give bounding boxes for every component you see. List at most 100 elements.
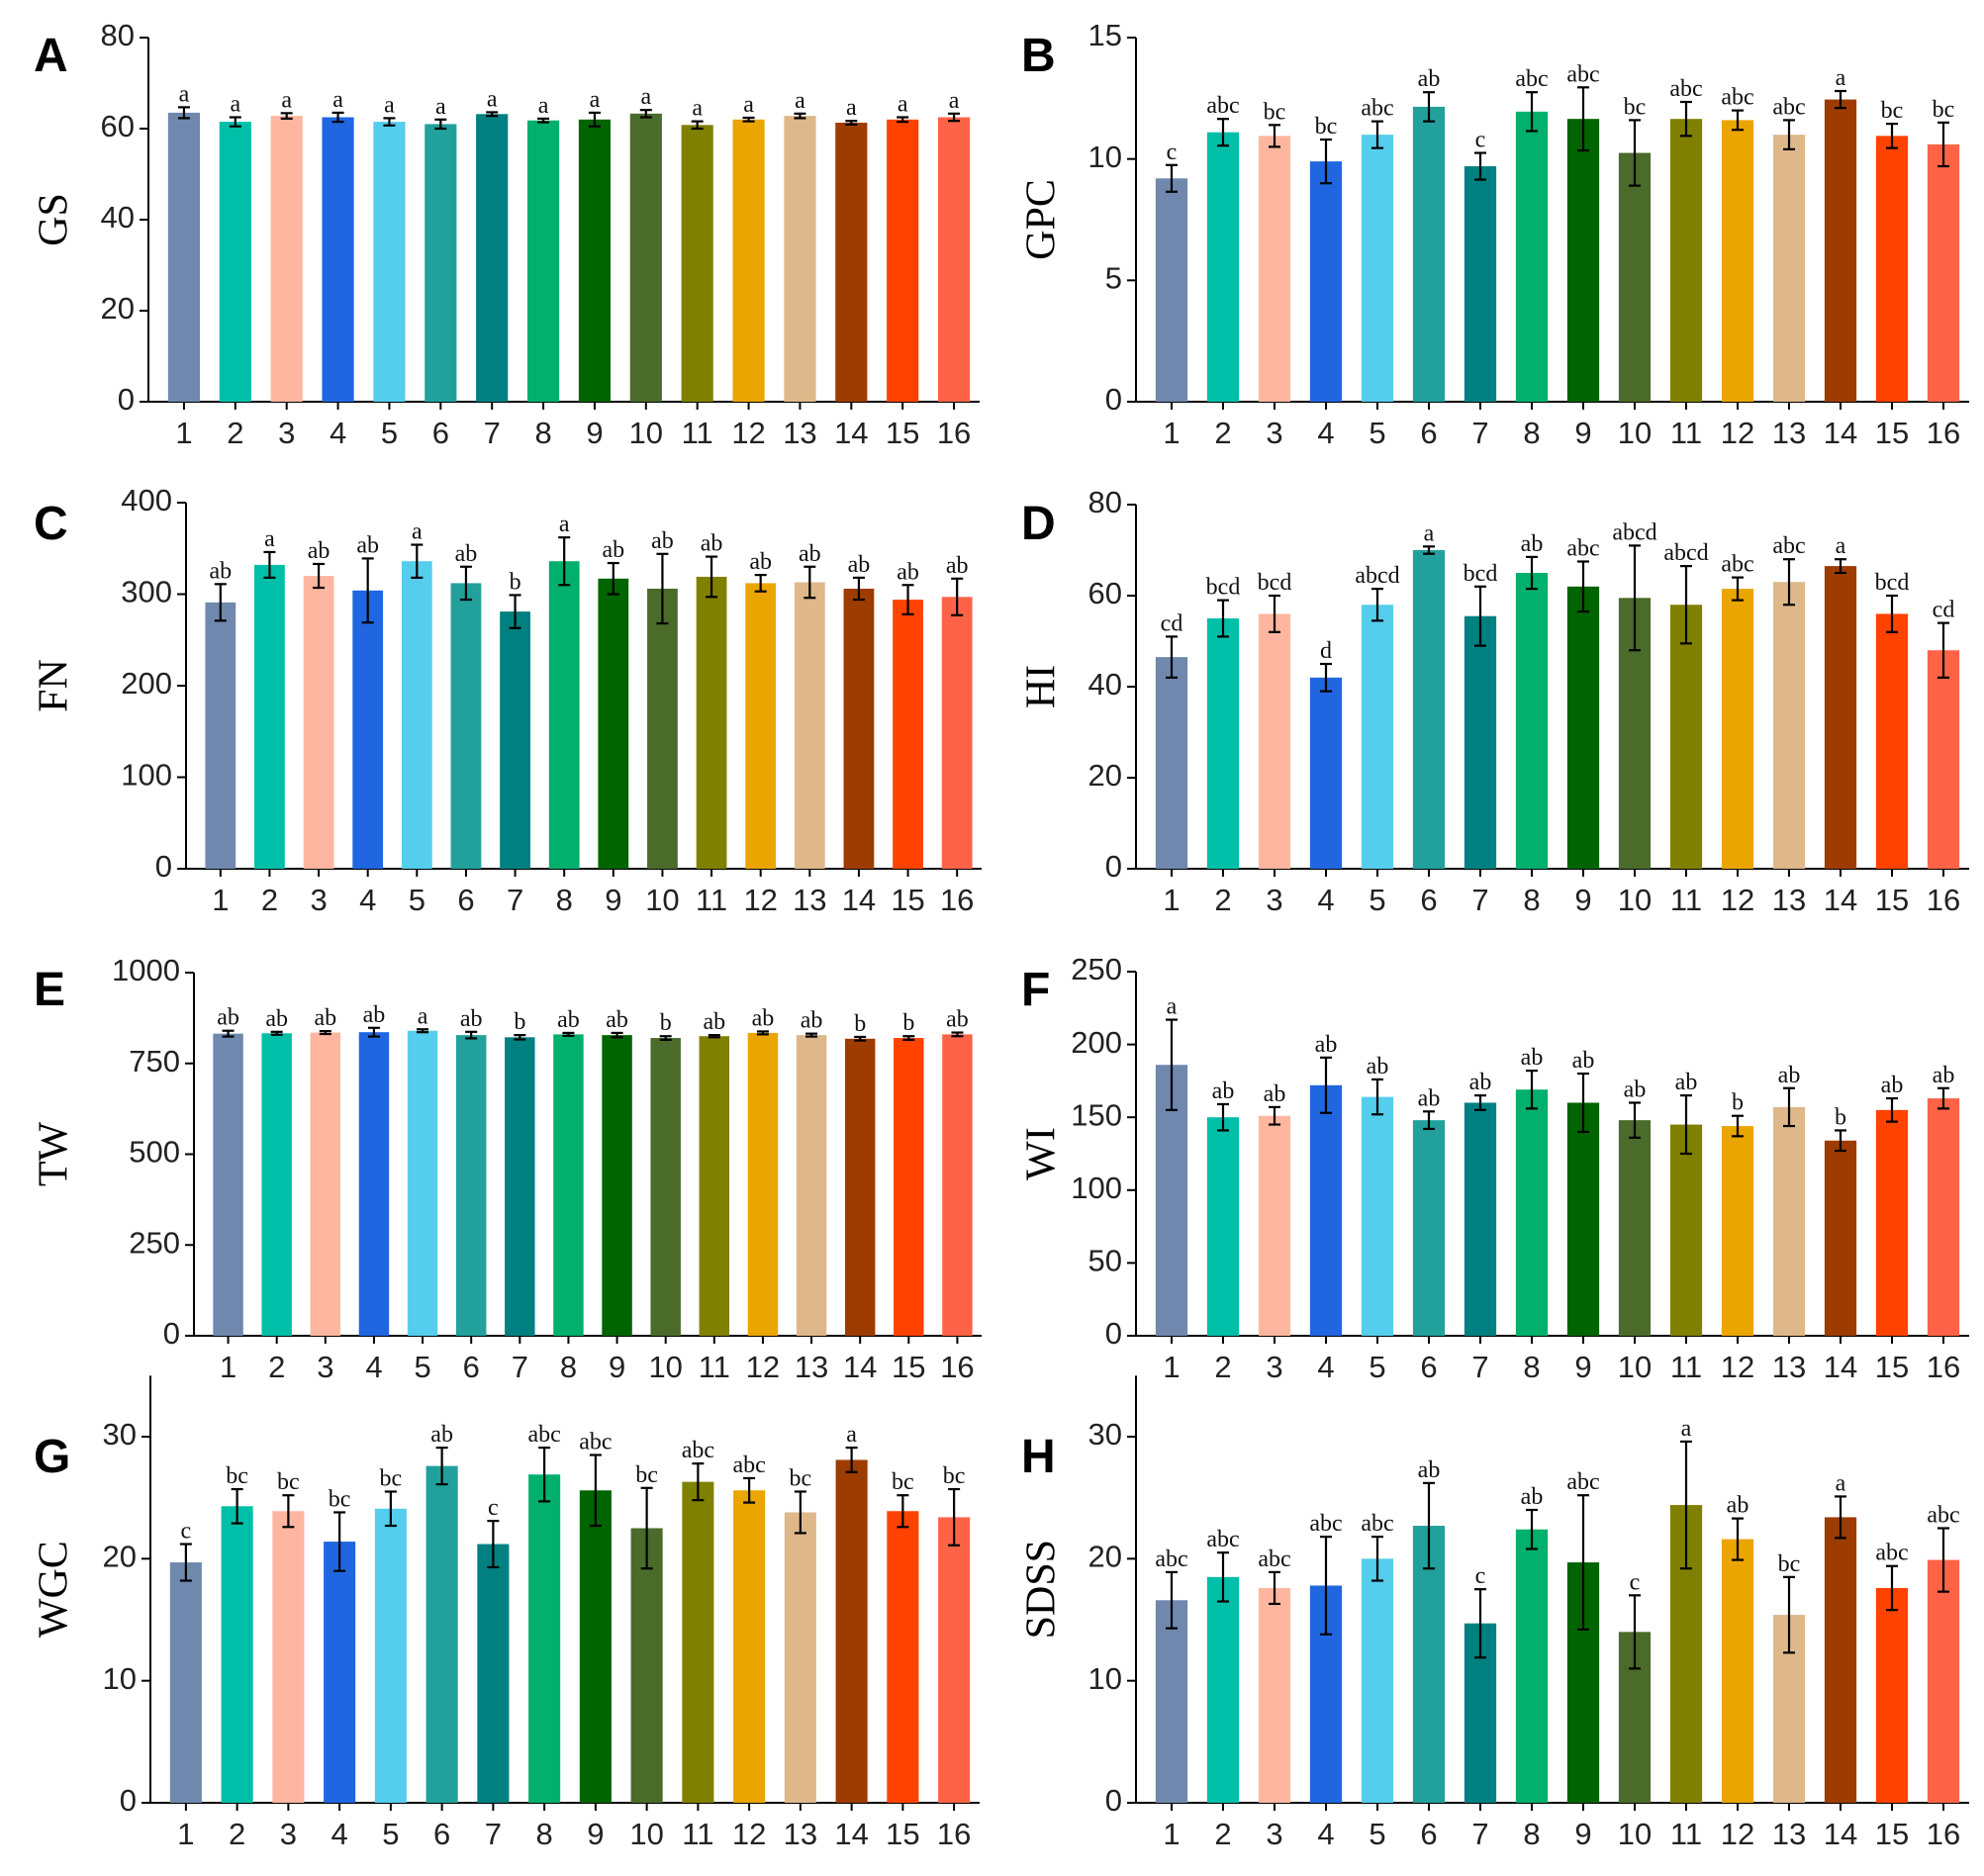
bar bbox=[1361, 135, 1394, 402]
significance-label: ab bbox=[1418, 1085, 1441, 1111]
x-tick-label: 9 bbox=[1574, 416, 1591, 450]
significance-label: abc bbox=[1566, 61, 1599, 87]
bar bbox=[1721, 120, 1754, 402]
y-tick-label: 100 bbox=[1071, 1171, 1122, 1205]
y-tick-label: 5 bbox=[1105, 261, 1122, 296]
x-tick-label: 5 bbox=[381, 416, 398, 450]
panel-d: DHI020406080cd1bcd2bcd3d4abcd5a6bcd7ab8a… bbox=[1019, 485, 1969, 917]
x-tick-label: 8 bbox=[534, 416, 551, 450]
x-tick-label: 5 bbox=[1369, 1350, 1385, 1384]
significance-label: bc bbox=[1881, 98, 1904, 124]
x-tick-label: 16 bbox=[940, 883, 974, 917]
x-tick-label: 15 bbox=[1875, 1817, 1909, 1851]
bar bbox=[1155, 657, 1188, 869]
significance-label: cd bbox=[1933, 598, 1955, 623]
x-tick-label: 5 bbox=[1369, 883, 1385, 917]
x-tick-label: 16 bbox=[940, 1350, 974, 1384]
x-tick-label: 11 bbox=[1670, 416, 1702, 450]
x-tick-label: 8 bbox=[556, 883, 573, 917]
significance-label: abc bbox=[1309, 1511, 1342, 1537]
bar bbox=[647, 588, 678, 869]
bar bbox=[1515, 573, 1549, 869]
bar bbox=[835, 1459, 868, 1803]
significance-label: abc bbox=[1566, 1469, 1599, 1495]
bar bbox=[578, 119, 612, 403]
x-tick-label: 8 bbox=[536, 1817, 553, 1851]
significance-label: ab bbox=[1521, 1484, 1544, 1510]
significance-label: d bbox=[1320, 638, 1332, 664]
significance-label: ab bbox=[1572, 1048, 1595, 1074]
significance-label: abc bbox=[732, 1453, 765, 1478]
panel-h: HSDSS0102030abc1abc2abc3abc4abc5ab6c7ab8… bbox=[1019, 1375, 1969, 1851]
y-tick-label: 60 bbox=[1088, 576, 1122, 610]
bar bbox=[745, 583, 777, 869]
bar bbox=[1309, 1084, 1343, 1336]
significance-label: ab bbox=[752, 1005, 775, 1031]
x-tick-label: 15 bbox=[891, 883, 924, 917]
x-tick-label: 6 bbox=[433, 1817, 450, 1851]
significance-label: ab bbox=[1778, 1063, 1801, 1088]
bar bbox=[1206, 132, 1240, 402]
bar bbox=[261, 1033, 292, 1336]
significance-label: bc bbox=[1264, 99, 1286, 125]
significance-label: b bbox=[1732, 1090, 1744, 1116]
x-tick-label: 11 bbox=[1670, 1817, 1702, 1851]
x-tick-label: 13 bbox=[783, 416, 816, 450]
bar bbox=[374, 1508, 407, 1803]
significance-label: a bbox=[412, 519, 423, 545]
bar bbox=[425, 124, 457, 403]
x-tick-label: 9 bbox=[605, 883, 621, 917]
x-tick-label: 3 bbox=[310, 883, 327, 917]
significance-label: ab bbox=[946, 553, 969, 579]
x-tick-label: 15 bbox=[886, 1817, 919, 1851]
significance-label: a bbox=[418, 1003, 428, 1029]
x-tick-label: 9 bbox=[1574, 883, 1591, 917]
panel-g: GWGC0102030c1bc2bc3bc4bc5ab6c7abc8abc9bc… bbox=[32, 1375, 980, 1851]
y-tick-label: 100 bbox=[121, 758, 172, 793]
x-tick-label: 3 bbox=[317, 1350, 333, 1384]
significance-label: bc bbox=[1778, 1551, 1801, 1577]
bar bbox=[425, 1465, 458, 1803]
significance-label: a bbox=[559, 512, 570, 537]
bar bbox=[733, 1490, 766, 1803]
significance-label: ab bbox=[651, 528, 674, 554]
significance-label: bcd bbox=[1258, 570, 1292, 596]
y-axis-label: HI bbox=[1019, 665, 1065, 708]
x-tick-label: 6 bbox=[1420, 416, 1437, 450]
x-tick-label: 13 bbox=[1772, 883, 1806, 917]
significance-label: ab bbox=[1418, 1457, 1441, 1483]
significance-label: bc bbox=[277, 1469, 300, 1495]
y-tick-label: 20 bbox=[103, 1540, 137, 1574]
significance-label: b bbox=[902, 1010, 914, 1036]
x-tick-label: 14 bbox=[1824, 1817, 1857, 1851]
y-tick-label: 0 bbox=[155, 849, 172, 884]
x-tick-label: 7 bbox=[512, 1350, 528, 1384]
significance-label: abc bbox=[1669, 76, 1702, 102]
x-tick-label: 16 bbox=[937, 416, 971, 450]
significance-label: bc bbox=[790, 1466, 812, 1492]
x-tick-label: 6 bbox=[1420, 883, 1437, 917]
x-tick-label: 14 bbox=[842, 883, 876, 917]
significance-label: a bbox=[692, 96, 703, 122]
x-tick-label: 7 bbox=[1471, 416, 1488, 450]
x-tick-label: 12 bbox=[732, 1817, 766, 1851]
y-tick-label: 40 bbox=[101, 200, 135, 234]
y-tick-label: 400 bbox=[121, 483, 172, 517]
significance-label: b bbox=[854, 1011, 866, 1037]
significance-label: ab bbox=[308, 538, 331, 564]
x-tick-label: 10 bbox=[629, 1817, 663, 1851]
bar bbox=[1875, 613, 1909, 869]
bar bbox=[794, 582, 825, 869]
x-tick-label: 8 bbox=[1523, 883, 1540, 917]
significance-label: ab bbox=[1933, 1063, 1955, 1088]
bar bbox=[942, 1034, 973, 1336]
x-tick-label: 16 bbox=[1927, 416, 1960, 450]
x-tick-label: 1 bbox=[1163, 883, 1180, 917]
bar bbox=[1618, 1120, 1652, 1336]
significance-label: a bbox=[264, 526, 275, 552]
significance-label: ab bbox=[1367, 1054, 1389, 1079]
x-tick-label: 6 bbox=[432, 416, 449, 450]
bar bbox=[324, 1542, 356, 1803]
y-tick-label: 0 bbox=[1105, 1316, 1122, 1351]
bar bbox=[450, 583, 482, 869]
